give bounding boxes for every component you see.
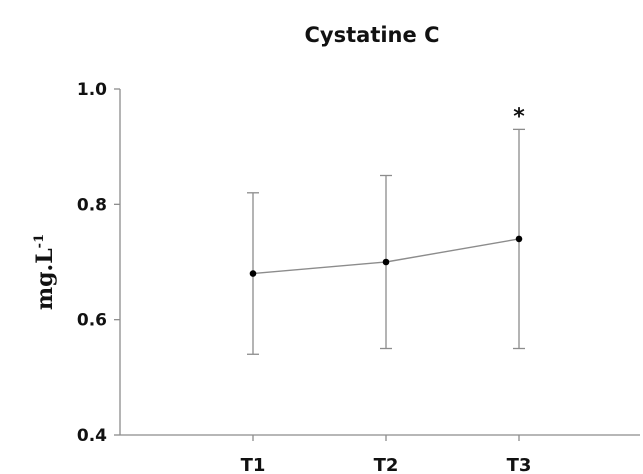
x-category-label: T3 <box>507 455 532 474</box>
y-tick-label: 0.6 <box>77 311 107 331</box>
data-point <box>382 258 390 266</box>
y-tick-label: 0.8 <box>77 195 107 215</box>
data-point <box>515 235 523 243</box>
error-bars <box>247 128 525 355</box>
x-categories: T1 T2 T3 <box>241 435 532 474</box>
y-tick-label: 0.4 <box>77 426 107 446</box>
y-tick-label: 1.0 <box>77 80 107 100</box>
annotations: * <box>513 104 525 129</box>
chart-title: Cystatine C <box>305 23 440 47</box>
x-category-label: T1 <box>241 455 266 474</box>
svg-text:mg.L-1: mg.L-1 <box>32 234 58 310</box>
axes <box>119 89 640 436</box>
y-axis-label: mg.L-1 <box>32 234 58 310</box>
data-points <box>249 235 523 277</box>
data-point <box>249 270 257 277</box>
y-axis-label-text: mg.L <box>32 248 58 310</box>
y-axis-label-superscript: -1 <box>32 234 47 248</box>
significance-marker: * <box>513 104 525 129</box>
x-category-label: T2 <box>374 455 399 474</box>
y-ticks: 1.0 0.8 0.6 0.4 <box>77 80 120 446</box>
